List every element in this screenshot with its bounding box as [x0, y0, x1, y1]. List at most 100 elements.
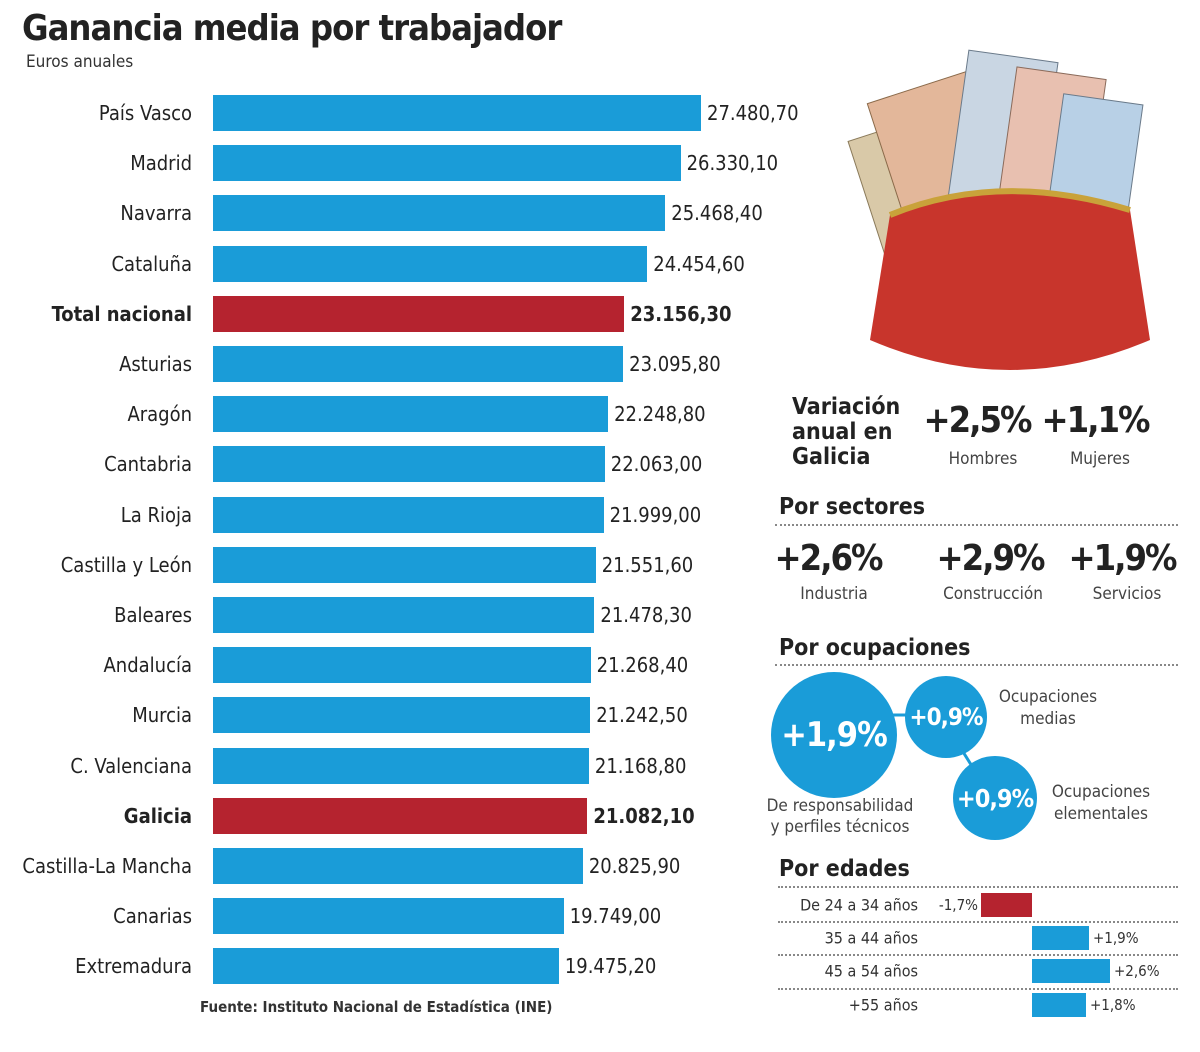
bar — [213, 797, 588, 834]
age-bar — [981, 893, 1032, 917]
variacion-title-line: anual en — [792, 419, 893, 445]
bar — [213, 848, 583, 884]
value-label: 20.825,90 — [588, 854, 681, 878]
label-line: elementales — [1053, 804, 1149, 824]
purse-illustration — [847, 49, 1150, 370]
responsabilidad-label: De responsabilidad y perfiles técnicos — [767, 796, 914, 838]
category-label: Asturias — [119, 352, 192, 376]
divider — [778, 988, 1178, 990]
source-note: Fuente: Instituto Nacional de Estadístic… — [200, 998, 553, 1016]
circle-medias: +0,9% — [905, 676, 987, 758]
bar — [213, 597, 595, 633]
bar — [213, 546, 596, 583]
category-label: C. Valenciana — [70, 753, 192, 778]
divider — [778, 886, 1178, 888]
value-label: 21.242,50 — [596, 703, 688, 728]
label-line: y perfiles técnicos — [770, 817, 910, 837]
age-value: -1,7% — [938, 896, 978, 914]
divider — [775, 664, 1178, 666]
sectores-title: Por sectores — [779, 494, 926, 520]
category-label: Baleares — [114, 603, 192, 627]
age-bar — [1032, 926, 1089, 950]
divider — [778, 954, 1178, 956]
bar — [213, 346, 624, 382]
bar — [213, 396, 609, 433]
value-label: 19.749,00 — [569, 904, 662, 929]
category-label: Cantabria — [104, 452, 192, 477]
hombres-value: +2,5% — [923, 400, 1033, 441]
bar — [213, 697, 591, 734]
value-label: 23.156,30 — [630, 301, 732, 326]
value-label: 24.454,60 — [653, 251, 745, 276]
category-label: Cataluña — [111, 251, 192, 276]
bar — [213, 295, 625, 332]
category-label: Andalucía — [103, 653, 193, 678]
chart-title: Ganancia media por trabajador — [22, 8, 562, 49]
industria-value: +2,6% — [774, 538, 884, 579]
bar — [213, 496, 604, 533]
category-label: Galicia — [123, 803, 192, 828]
value-label: 21.168,80 — [594, 753, 687, 778]
servicios-value: +1,9% — [1068, 538, 1178, 579]
category-label: Castilla-La Mancha — [22, 854, 192, 878]
label-line: Ocupaciones — [1051, 782, 1151, 802]
category-label: Navarra — [120, 201, 192, 226]
variacion-title: Variación anual en Galicia — [792, 395, 900, 470]
elementales-label: Ocupaciones elementales — [1052, 781, 1150, 825]
servicios-label: Servicios — [1092, 584, 1162, 604]
value-label: 27.480,70 — [707, 101, 799, 125]
construccion-value: +2,9% — [936, 538, 1046, 579]
category-label: Murcia — [132, 703, 192, 728]
bar — [213, 948, 559, 985]
age-label: De 24 a 34 años — [800, 895, 918, 915]
value-label: 26.330,10 — [686, 151, 779, 176]
mujeres-value: +1,1% — [1041, 400, 1151, 441]
bar — [213, 747, 589, 784]
medias-label: Ocupaciones medias — [999, 686, 1097, 730]
value-label: 21.999,00 — [609, 502, 702, 527]
value-label: 21.478,30 — [600, 603, 692, 627]
age-label: 35 a 44 años — [824, 928, 918, 948]
age-label: +55 años — [848, 995, 918, 1015]
label-line: De responsabilidad — [766, 796, 914, 816]
category-label: La Rioja — [120, 502, 192, 527]
chart-subtitle: Euros anuales — [26, 52, 134, 72]
divider — [775, 524, 1178, 526]
age-value: +2,6% — [1114, 962, 1160, 980]
age-label: 45 a 54 años — [824, 961, 918, 981]
variacion-title-line: Galicia — [792, 444, 871, 470]
category-label: País Vasco — [98, 101, 192, 125]
category-label: Canarias — [113, 904, 192, 929]
divider — [778, 921, 1178, 923]
value-label: 21.551,60 — [601, 552, 694, 577]
bar — [213, 145, 681, 182]
value-label: 19.475,20 — [564, 954, 657, 979]
age-bar — [1032, 993, 1086, 1017]
value-label: 23.095,80 — [629, 352, 721, 376]
category-label: Total nacional — [51, 301, 192, 326]
variacion-title-line: Variación — [792, 394, 901, 420]
value-label: 21.082,10 — [593, 803, 695, 828]
circle-elementales: +0,9% — [953, 756, 1037, 840]
label-line: Ocupaciones — [998, 687, 1098, 707]
value-label: 22.063,00 — [610, 452, 703, 477]
hombres-label: Hombres — [948, 449, 1018, 469]
bar — [213, 898, 564, 935]
bar — [213, 195, 666, 232]
age-value: +1,8% — [1090, 996, 1136, 1014]
industria-label: Industria — [800, 584, 868, 604]
bar — [213, 95, 701, 131]
value-label: 22.248,80 — [614, 402, 706, 427]
edades-title: Por edades — [779, 856, 910, 882]
age-value: +1,9% — [1093, 929, 1139, 947]
category-label: Madrid — [130, 151, 192, 176]
circle-responsabilidad: +1,9% — [771, 672, 897, 798]
category-label: Extremadura — [75, 954, 192, 979]
bar — [213, 446, 605, 483]
label-line: medias — [1020, 709, 1076, 729]
value-label: 21.268,40 — [596, 653, 689, 678]
bar — [213, 647, 591, 684]
construccion-label: Construcción — [943, 584, 1043, 604]
category-label: Aragón — [127, 402, 192, 427]
